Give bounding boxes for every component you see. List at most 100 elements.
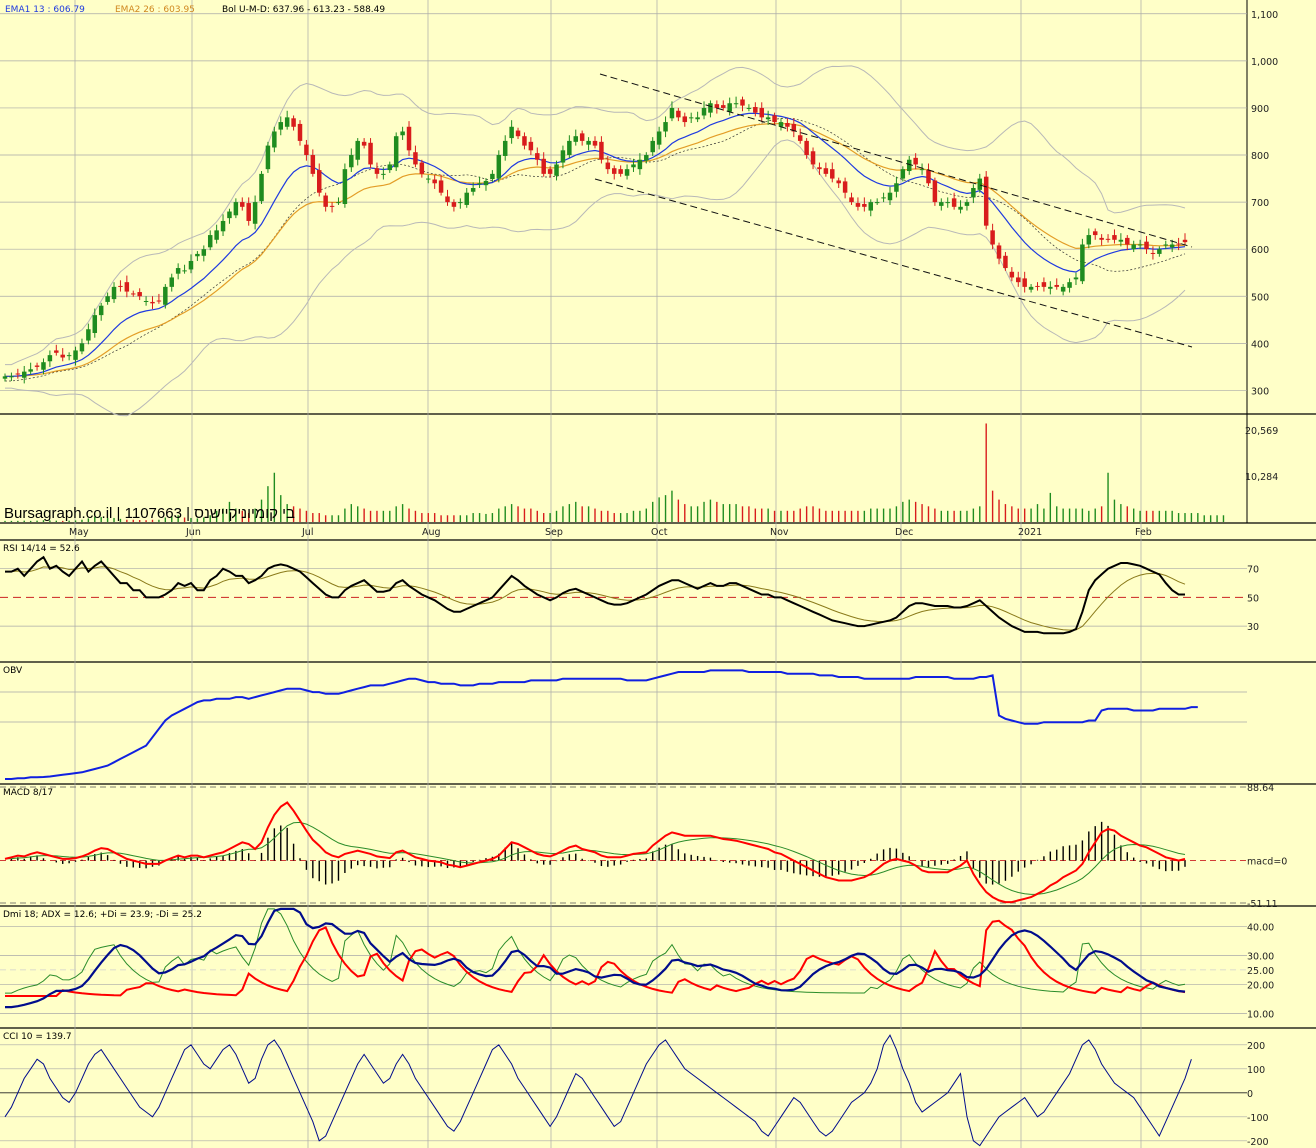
candle-down: [599, 141, 604, 160]
price-tick-label: 800: [1251, 151, 1269, 162]
candle-down: [1009, 271, 1015, 278]
candle-up: [2, 376, 8, 379]
candle-up: [143, 300, 149, 302]
candle-up: [105, 296, 110, 302]
month-label-Jul: Jul: [301, 527, 313, 538]
watermark: Bursagraph.co.il | 1107663 | בי קומיוניק…: [4, 505, 295, 522]
candle-up: [746, 107, 752, 109]
candle-up: [175, 268, 181, 274]
candle-down: [54, 350, 59, 353]
candle-down: [983, 176, 989, 226]
candle-up: [977, 178, 983, 190]
candle-down: [1105, 238, 1111, 240]
candle-up: [586, 140, 591, 145]
adx-line: [5, 907, 1186, 1009]
macd-line: [4, 801, 1186, 904]
cci-tick-label: 200: [1247, 1041, 1265, 1052]
dmi-tick-label: 10.00: [1247, 1009, 1274, 1020]
candle-down: [1003, 255, 1008, 269]
rsi-line: [5, 555, 1185, 635]
candle-down: [611, 168, 617, 174]
candle-up: [387, 164, 393, 171]
candle-down: [118, 285, 123, 287]
candle-down: [15, 373, 21, 375]
bol-header: Bol U-M-D: 637.96 - 613.23 - 588.49: [222, 5, 385, 15]
price-tick-label: 700: [1251, 198, 1269, 209]
candle-down: [830, 169, 835, 179]
dmi-tick-label: 40.00: [1247, 922, 1274, 933]
candle-down: [374, 168, 380, 174]
candle-down: [1176, 243, 1181, 245]
rsi-title: RSI 14/14 = 52.6: [3, 544, 80, 554]
price-tick-label: 400: [1251, 339, 1269, 350]
candle-down: [535, 153, 540, 160]
candle-down: [1112, 235, 1117, 240]
candle-up: [708, 103, 713, 113]
macd-tick-label: 88.64: [1247, 783, 1274, 794]
candle-up: [1163, 244, 1169, 246]
candle-up: [695, 117, 700, 120]
candle-up: [41, 362, 46, 370]
candle-down: [990, 230, 995, 245]
rsi-signal-line: [5, 566, 1186, 631]
candle-up: [195, 253, 200, 257]
candle-up: [393, 136, 399, 168]
candle-up: [554, 164, 559, 176]
candle-down: [1144, 241, 1149, 250]
candle-up: [1060, 286, 1066, 292]
candle-up: [400, 131, 405, 136]
candle-up: [733, 103, 739, 105]
dmi-tick-label: 25.00: [1247, 966, 1274, 977]
month-label-Dec: Dec: [895, 527, 913, 538]
candle-down: [1099, 237, 1104, 240]
candle-down: [547, 169, 553, 174]
candle-down: [246, 203, 251, 221]
candle-down: [855, 203, 861, 207]
candle-up: [92, 315, 98, 334]
price-tick-label: 1,000: [1251, 57, 1278, 68]
candle-down: [137, 292, 142, 297]
candle-up: [496, 155, 502, 179]
cci-line: [4, 1034, 1192, 1147]
candle-down: [297, 123, 303, 141]
bollinger-lower-band: [5, 139, 1186, 417]
obv-line: [5, 669, 1198, 780]
rsi-tick-label: 70: [1247, 565, 1259, 576]
candle-up: [426, 178, 431, 180]
candle-down: [592, 140, 598, 146]
candle-up: [624, 169, 630, 176]
chart-labels: EMA1 13 : 606.79 EMA2 26 : 603.95 Bol U-…: [3, 5, 1287, 1148]
candle-up: [477, 183, 482, 185]
candle-up: [502, 140, 508, 156]
candle-up: [567, 140, 572, 156]
volume-tick-label: 10,284: [1245, 472, 1278, 483]
candle-up: [765, 117, 771, 120]
candle-up: [28, 369, 33, 372]
candle-up: [233, 202, 239, 216]
candle-down: [817, 167, 822, 170]
month-label-Jun: Jun: [185, 527, 201, 538]
candle-up: [252, 202, 258, 224]
candle-up: [227, 211, 232, 219]
candle-down: [432, 179, 437, 184]
candle-down: [932, 180, 938, 203]
candle-down: [323, 195, 328, 207]
candle-up: [483, 180, 489, 186]
candle-up: [79, 343, 85, 352]
candle-up: [881, 197, 886, 199]
candle-down: [131, 293, 136, 295]
rsi-tick-label: 30: [1247, 622, 1259, 633]
dmi-tick-label: 20.00: [1247, 980, 1274, 991]
candle-up: [964, 202, 970, 206]
price-tick-label: 600: [1251, 245, 1269, 256]
candle-down: [951, 198, 957, 207]
candle-up: [1118, 239, 1124, 242]
candle-down: [1041, 282, 1047, 287]
candle-down: [772, 115, 777, 123]
bollinger-middle-line: [5, 117, 1186, 382]
macd-tick-label: -51.11: [1247, 899, 1278, 910]
candle-up: [958, 206, 963, 210]
candle-up: [464, 192, 469, 205]
candle-up: [207, 235, 213, 248]
